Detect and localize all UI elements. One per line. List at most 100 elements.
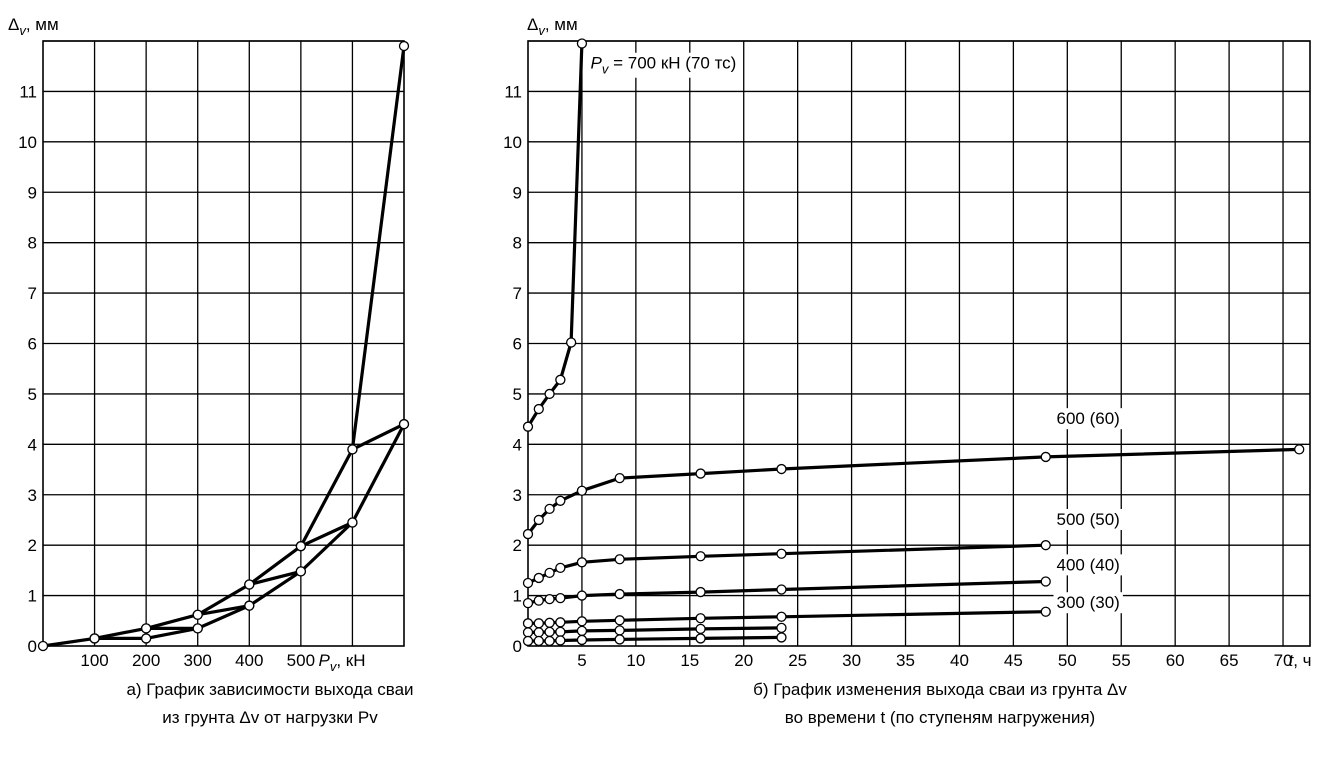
b-xtick-label: 25 bbox=[788, 651, 807, 670]
a-y-axis-label: Δv, мм bbox=[8, 15, 59, 38]
b-series-4-point bbox=[776, 611, 787, 622]
a-ytick-label: 8 bbox=[28, 234, 37, 253]
b-series-4-point bbox=[614, 615, 625, 626]
b-series-3-point bbox=[1040, 576, 1051, 587]
b-series-4-point bbox=[522, 618, 534, 629]
a-series-0-point bbox=[37, 640, 49, 652]
a-series-6-line bbox=[351, 422, 405, 451]
b-series-6-point bbox=[695, 633, 706, 644]
b-ytick-label: 8 bbox=[513, 234, 522, 253]
b-series-2-point bbox=[533, 572, 544, 584]
b-series-4-point bbox=[576, 616, 588, 627]
a-frame bbox=[42, 40, 405, 647]
b-series-4-point bbox=[555, 617, 566, 628]
a-series-3-point bbox=[192, 609, 203, 620]
caption-b: б) График изменения выхода сваи из грунт… bbox=[620, 676, 1260, 732]
a-xtick-label: 100 bbox=[80, 651, 108, 670]
a-series-0-point bbox=[398, 40, 410, 52]
a-series-2-point bbox=[192, 623, 203, 634]
b-series-0-point bbox=[576, 38, 588, 49]
b-series-3-point bbox=[576, 590, 588, 601]
b-series-2-point bbox=[614, 554, 625, 565]
b-series-6-point bbox=[555, 635, 566, 646]
b-series-3-point bbox=[776, 584, 787, 595]
caption-a: а) График зависимости выхода сваи из гру… bbox=[60, 676, 480, 732]
a-ytick-label: 1 bbox=[28, 587, 37, 606]
b-series-4-point bbox=[695, 613, 706, 624]
a-xtick-label: 200 bbox=[132, 651, 160, 670]
b-series-5-point bbox=[614, 625, 625, 636]
b-ytick-label: 10 bbox=[503, 133, 522, 152]
b-ytick-label: 5 bbox=[513, 385, 522, 404]
b-series-0-line bbox=[526, 43, 584, 428]
a-series-4-point bbox=[295, 566, 307, 577]
b-series-3-label-bg bbox=[1053, 554, 1123, 576]
b-series-0-point bbox=[565, 337, 577, 348]
b-series-4-label: 300 (30) bbox=[1057, 593, 1120, 612]
a-series-3-point bbox=[244, 600, 255, 611]
a-series-5-point bbox=[347, 517, 358, 528]
caption-b-line2: во времени t (по ступеням нагружения) bbox=[784, 708, 1096, 727]
b-series-1-point bbox=[695, 468, 706, 479]
a-series-3-line bbox=[197, 604, 250, 617]
b-series-5-point bbox=[544, 626, 555, 638]
a-xtick-label: 500 bbox=[287, 651, 315, 670]
b-series-2-point bbox=[695, 551, 706, 562]
b-xtick-label: 30 bbox=[842, 651, 861, 670]
caption-a-line1: а) График зависимости выхода сваи bbox=[126, 680, 414, 699]
b-xtick-label: 15 bbox=[680, 651, 699, 670]
b-ytick-label: 2 bbox=[513, 536, 522, 555]
b-xtick-label: 55 bbox=[1112, 651, 1131, 670]
a-xtick-label: 300 bbox=[184, 651, 212, 670]
a-ytick-label: 6 bbox=[28, 335, 37, 354]
b-series-2-line bbox=[527, 543, 1046, 585]
caption-a-line2: из грунта Δv от нагрузки Pv bbox=[162, 708, 378, 727]
b-series-1-point bbox=[1040, 451, 1051, 463]
b-series-4-point bbox=[533, 618, 544, 629]
b-series-1-label: 600 (60) bbox=[1057, 409, 1120, 428]
b-series-0-point bbox=[544, 388, 555, 400]
b-series-5-point bbox=[576, 625, 588, 637]
caption-b-line1: б) График изменения выхода сваи из грунт… bbox=[753, 680, 1127, 699]
b-series-2-label: 500 (50) bbox=[1057, 510, 1120, 529]
b-series-0-label-bg bbox=[587, 52, 740, 78]
b-series-3-line bbox=[527, 579, 1046, 605]
a-ytick-label: 11 bbox=[19, 82, 37, 101]
b-series-3-label: 400 (40) bbox=[1057, 555, 1120, 574]
a-series-2-point bbox=[140, 623, 152, 634]
a-series-6-point bbox=[398, 419, 410, 430]
b-series-3-point bbox=[533, 595, 544, 606]
a-xtick-label: 400 bbox=[235, 651, 263, 670]
b-series-5-point bbox=[776, 622, 787, 633]
a-series-5-line bbox=[300, 521, 354, 548]
b-series-6-point bbox=[544, 635, 555, 647]
b-series-5-point bbox=[695, 623, 706, 635]
a-series-6-point bbox=[347, 444, 358, 455]
b-ytick-label: 3 bbox=[513, 486, 522, 505]
a-ytick-label: 2 bbox=[28, 536, 37, 555]
b-x-axis-label: t, ч bbox=[1288, 651, 1311, 670]
b-series-0-label: Pv = 700 кН (70 тс) bbox=[591, 54, 737, 77]
a-series-5-point bbox=[295, 541, 307, 552]
b-series-2-point bbox=[576, 557, 588, 568]
b-series-1-point bbox=[614, 472, 625, 484]
b-xtick-label: 10 bbox=[626, 651, 645, 670]
b-series-5-point bbox=[533, 627, 544, 638]
b-xtick-label: 50 bbox=[1058, 651, 1077, 670]
b-xtick-label: 35 bbox=[896, 651, 915, 670]
b-xtick-label: 5 bbox=[577, 651, 586, 670]
b-ytick-label: 6 bbox=[513, 335, 522, 354]
b-ytick-label: 9 bbox=[513, 183, 522, 202]
a-series-4-point bbox=[244, 579, 255, 590]
b-xtick-label: 70 bbox=[1274, 651, 1293, 670]
b-xtick-label: 40 bbox=[950, 651, 969, 670]
a-ytick-label: 0 bbox=[28, 637, 37, 656]
b-series-1-point bbox=[576, 485, 588, 496]
a-ytick-label: 7 bbox=[28, 284, 37, 303]
b-series-5-point bbox=[555, 626, 566, 638]
b-series-2-point bbox=[522, 577, 534, 589]
a-series-1-point bbox=[140, 633, 152, 644]
b-series-6-point bbox=[576, 634, 588, 646]
b-ytick-label: 7 bbox=[513, 284, 522, 303]
